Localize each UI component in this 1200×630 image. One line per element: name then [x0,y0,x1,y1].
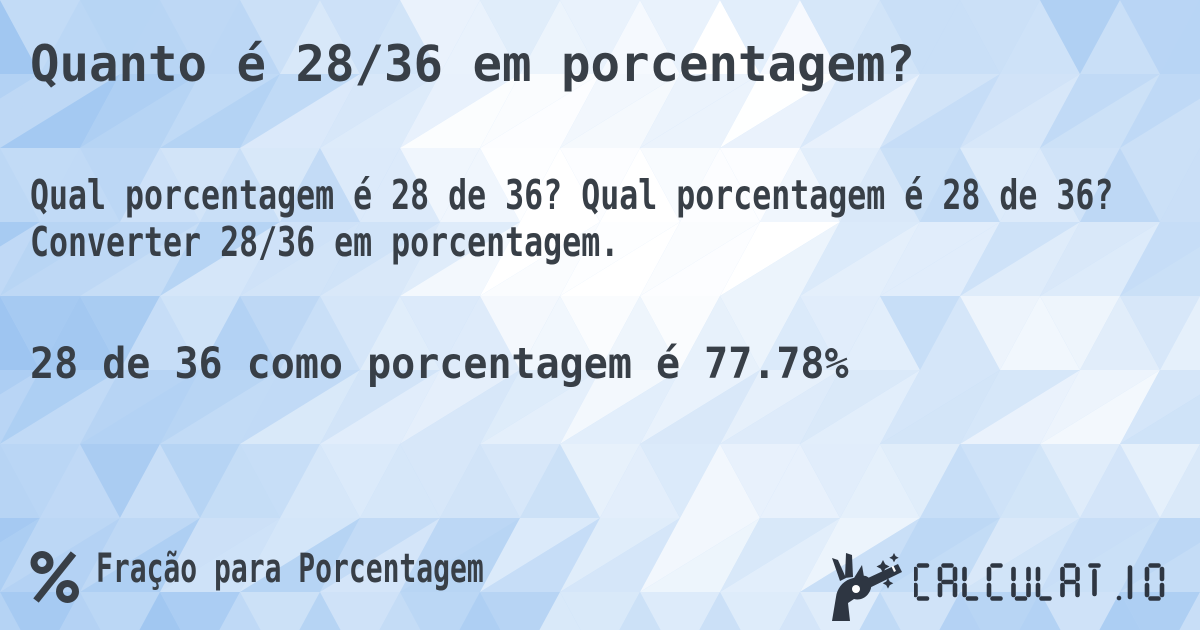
question-text: Qual porcentagem é 28 de 36? Qual porcen… [30,172,1113,266]
calculatio-logo [822,548,1178,623]
page-title: Quanto é 28/36 em porcentagem? [30,35,916,93]
question-line-2: Converter 28/36 em porcentagem. [30,218,620,266]
percent-icon [30,551,79,603]
answer-text: 28 de 36 como porcentagem é 77.78% [30,339,849,389]
question-line-1: Qual porcentagem é 28 de 36? Qual porcen… [30,171,1114,219]
hand-magic-wand-icon [832,553,902,621]
category-label: Fração para Porcentagem [96,546,484,592]
logo-wordmark [914,563,1165,601]
